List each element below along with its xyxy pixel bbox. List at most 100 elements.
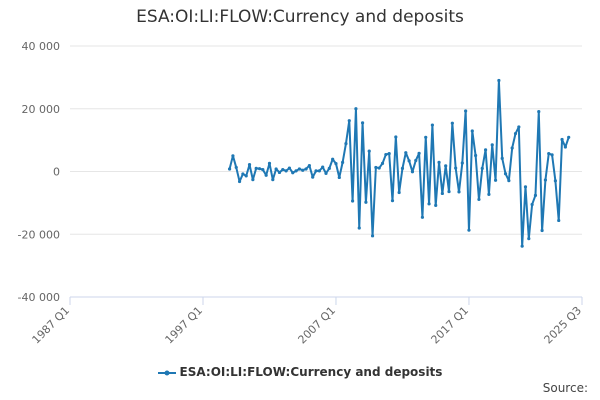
- data-point: [257, 167, 262, 171]
- data-point: [563, 145, 567, 149]
- data-point: [497, 78, 501, 83]
- source-label: Source:: [542, 381, 588, 395]
- data-point: [307, 163, 311, 168]
- data-point: [507, 179, 511, 183]
- series-line: [228, 79, 570, 248]
- data-point: [324, 171, 328, 175]
- data-point: [420, 215, 425, 219]
- x-tick-label: 1987 Q1: [30, 304, 73, 347]
- data-point: [467, 228, 471, 232]
- plot-area: [227, 78, 571, 248]
- data-point: [543, 178, 548, 182]
- data-point: [344, 141, 348, 146]
- data-point: [281, 168, 285, 172]
- data-point: [311, 175, 315, 179]
- x-tick-label: 2017 Q1: [429, 304, 472, 347]
- data-point: [331, 157, 335, 161]
- data-point: [434, 203, 438, 207]
- y-tick-label: 0: [53, 166, 60, 179]
- legend-label: ESA:OI:LI:FLOW:Currency and deposits: [179, 365, 443, 379]
- data-point: [477, 197, 481, 202]
- data-point: [261, 168, 265, 172]
- x-axis: 1987 Q1 1997 Q1 2007 Q1 2017 Q1 2025 Q3: [30, 296, 585, 347]
- y-tick-label: 20 000: [22, 103, 61, 116]
- data-point: [251, 178, 255, 182]
- y-tick-label: -20 000: [18, 228, 60, 241]
- data-point: [407, 159, 411, 163]
- data-point: [264, 173, 268, 177]
- data-point: [334, 162, 338, 166]
- data-point: [530, 202, 534, 207]
- data-point: [417, 151, 421, 155]
- data-point: [364, 200, 368, 204]
- data-point: [480, 166, 484, 170]
- data-point: [241, 172, 245, 176]
- data-point: [490, 143, 494, 147]
- legend[interactable]: ESA:OI:LI:FLOW:Currency and deposits: [0, 365, 600, 379]
- data-point: [500, 156, 504, 160]
- data-point: [321, 165, 325, 169]
- data-point: [347, 119, 351, 123]
- data-point: [367, 149, 371, 153]
- data-point: [277, 170, 282, 175]
- data-point: [267, 161, 272, 165]
- data-point: [410, 170, 415, 174]
- data-point: [464, 109, 468, 113]
- data-point: [237, 179, 242, 184]
- data-point: [493, 178, 498, 182]
- data-point: [424, 135, 428, 139]
- data-point: [327, 166, 331, 170]
- data-point: [357, 226, 361, 230]
- data-point: [427, 202, 431, 206]
- data-point: [447, 189, 451, 194]
- data-point: [460, 161, 464, 165]
- data-point: [294, 169, 298, 173]
- data-point: [540, 228, 544, 233]
- y-tick-label: -40 000: [18, 291, 60, 304]
- data-point: [287, 166, 292, 170]
- data-point: [247, 163, 252, 167]
- data-point: [537, 109, 541, 114]
- data-point: [394, 135, 398, 139]
- data-point: [304, 167, 308, 171]
- data-point: [400, 166, 405, 170]
- data-point: [317, 169, 321, 173]
- data-point: [370, 234, 375, 238]
- data-point: [547, 152, 551, 156]
- data-point: [527, 237, 531, 241]
- data-point: [503, 172, 508, 176]
- data-point: [274, 167, 278, 171]
- data-point: [341, 160, 345, 164]
- data-point: [513, 131, 518, 136]
- data-point: [454, 166, 458, 170]
- data-point: [314, 169, 318, 173]
- data-point: [440, 191, 444, 196]
- data-point: [430, 123, 434, 127]
- data-point: [231, 154, 235, 158]
- y-axis-ticks: 40 000 20 000 0 -20 000 -40 000: [18, 40, 60, 304]
- data-point: [437, 160, 441, 164]
- data-point: [351, 199, 355, 203]
- data-point: [387, 152, 391, 156]
- data-point: [533, 193, 538, 197]
- data-point: [227, 167, 232, 171]
- data-point: [457, 190, 461, 194]
- data-point: [470, 129, 474, 133]
- data-point: [520, 244, 524, 248]
- data-point: [354, 107, 358, 111]
- data-point: [234, 165, 238, 170]
- legend-symbol: [157, 370, 176, 375]
- data-point: [254, 166, 258, 170]
- data-point: [523, 185, 528, 189]
- data-point: [337, 175, 341, 180]
- data-point: [487, 192, 491, 196]
- data-point: [380, 161, 385, 165]
- data-point: [444, 164, 448, 168]
- data-point: [291, 171, 295, 175]
- data-point: [510, 146, 514, 150]
- x-tick-label: 2025 Q3: [542, 304, 585, 347]
- data-point: [384, 152, 388, 157]
- data-point: [450, 121, 454, 125]
- data-point: [271, 178, 275, 182]
